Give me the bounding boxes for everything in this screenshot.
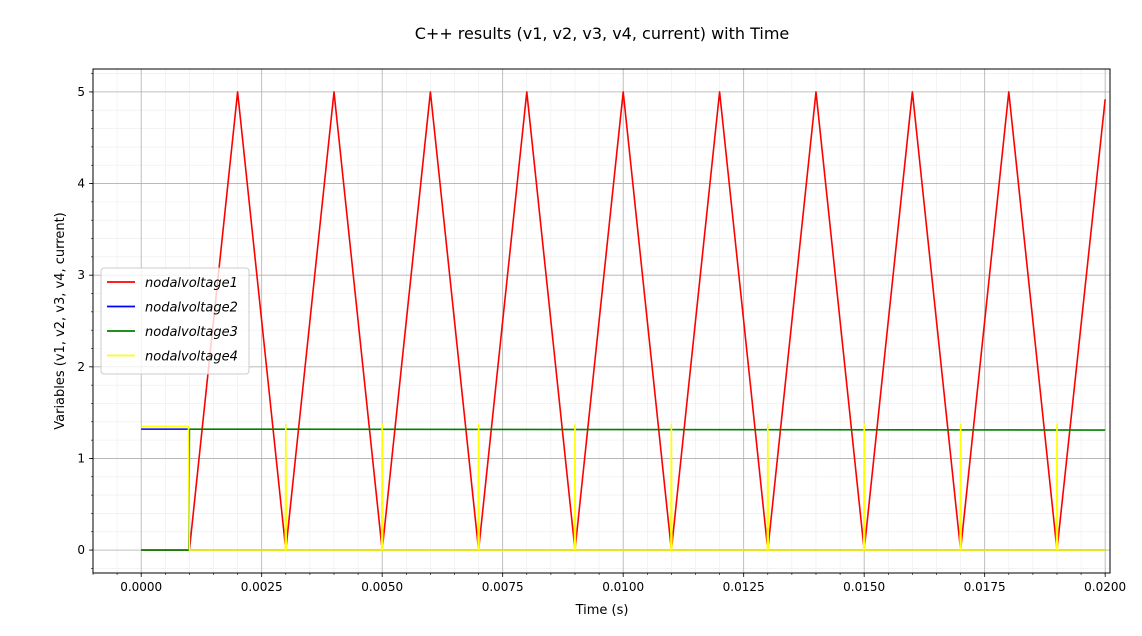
x-tick-label: 0.0150 <box>843 580 885 594</box>
x-axis: 0.0000 0.0025 0.0050 0.0075 0.0100 0.0125 0.01… <box>92 573 1126 594</box>
legend-label-nodalvoltage4: nodalvoltage4 <box>145 350 238 365</box>
y-tick-label: 4 <box>77 177 85 191</box>
y-tick-label: 1 <box>77 451 85 465</box>
x-tick-label: 0.0125 <box>723 580 765 594</box>
series-line-nodalvoltage1 <box>141 91 1106 551</box>
y-tick-label: 0 <box>77 543 85 557</box>
x-axis-label: Time (s) <box>575 603 629 618</box>
x-tick-label: 0.0200 <box>1084 580 1126 594</box>
plot-frame <box>92 68 1111 574</box>
x-tick-label: 0.0075 <box>482 580 524 594</box>
y-tick-label: 5 <box>77 85 85 99</box>
x-tick-label: 0.0050 <box>361 580 403 594</box>
legend-label-nodalvoltage3: nodalvoltage3 <box>145 325 238 340</box>
chart-title: C++ results (v1, v2, v3, v4, current) wi… <box>415 24 790 43</box>
y-tick-label: 2 <box>77 360 85 374</box>
x-tick-label: 0.0025 <box>241 580 283 594</box>
series-layer <box>141 91 1106 551</box>
series-line-nodalvoltage4 <box>141 423 1106 551</box>
legend: nodalvoltage1 nodalvoltage2 nodalvoltage3 n… <box>100 267 250 375</box>
y-axis-label: Variables (v1, v2, v3, v4, current) <box>53 212 68 430</box>
y-axis: 0 1 2 3 4 5 <box>77 73 93 569</box>
x-tick-label: 0.0000 <box>120 580 162 594</box>
x-tick-label: 0.0100 <box>602 580 644 594</box>
legend-box <box>100 267 250 375</box>
x-tick-label: 0.0175 <box>964 580 1006 594</box>
y-tick-label: 3 <box>77 268 85 282</box>
legend-label-nodalvoltage1: nodalvoltage1 <box>145 276 238 291</box>
legend-label-nodalvoltage2: nodalvoltage2 <box>145 301 238 316</box>
